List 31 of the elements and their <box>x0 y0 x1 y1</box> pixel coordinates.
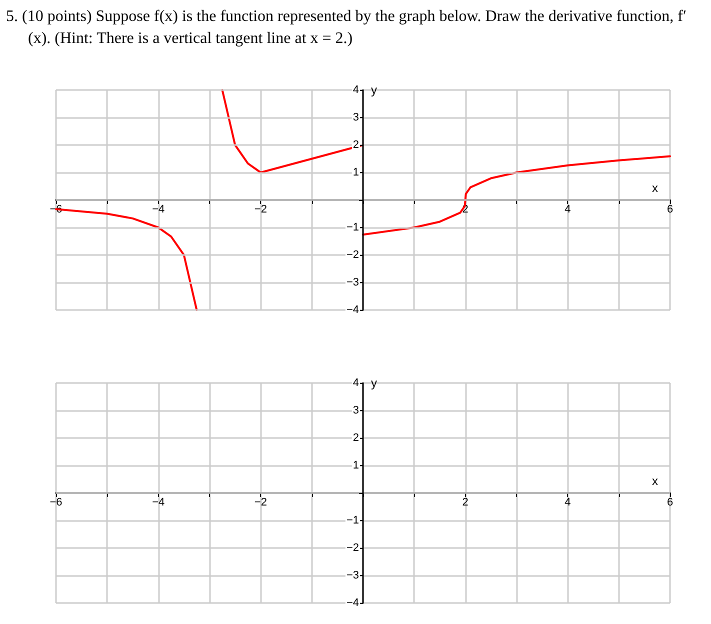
y-tick-label: 2 <box>352 432 359 444</box>
x-tick-label: −4 <box>152 204 165 216</box>
y-tick-label: 3 <box>352 112 359 124</box>
x-tick-label: 4 <box>564 204 571 216</box>
y-tick-label: 4 <box>352 84 359 96</box>
chart-title: 5. (10 points) Suppose f(x) is the function represented by the graph below. Draw the derivative function, f′(x). (Hint: There is a vertical tangent line at x = 2.) <box>6 7 688 49</box>
y-tick-label: −1 <box>346 514 359 526</box>
x-tick-label: 6 <box>666 496 674 508</box>
y-axis-title: y <box>371 83 377 97</box>
x-tick-label: −2 <box>254 496 267 508</box>
x-axis-title: x <box>652 181 658 195</box>
y-tick-label: −4 <box>346 597 359 609</box>
y-tick-label: −2 <box>346 249 359 261</box>
y-axis-title: y <box>371 376 377 390</box>
y-tick-label: −3 <box>346 276 359 288</box>
y-tick-label: −3 <box>346 570 359 582</box>
y-tick-label: 1 <box>352 166 359 178</box>
x-tick-label: −2 <box>254 204 267 216</box>
y-tick-label: −1 <box>346 222 359 234</box>
x-tick-label: 6 <box>666 204 674 216</box>
y-tick-label: −2 <box>346 542 359 554</box>
x-axis-title: x <box>652 474 658 488</box>
x-tick-label: 2 <box>462 496 468 508</box>
y-tick-label: 4 <box>352 377 359 389</box>
x-tick-label: 4 <box>564 496 571 508</box>
y-tick-label: −4 <box>346 304 359 316</box>
y-tick-label: 1 <box>352 460 359 472</box>
x-tick-label: −6 <box>50 496 62 508</box>
y-tick-label: 2 <box>352 139 359 151</box>
y-tick-label: 3 <box>352 404 359 416</box>
x-tick-label: −4 <box>152 496 165 508</box>
